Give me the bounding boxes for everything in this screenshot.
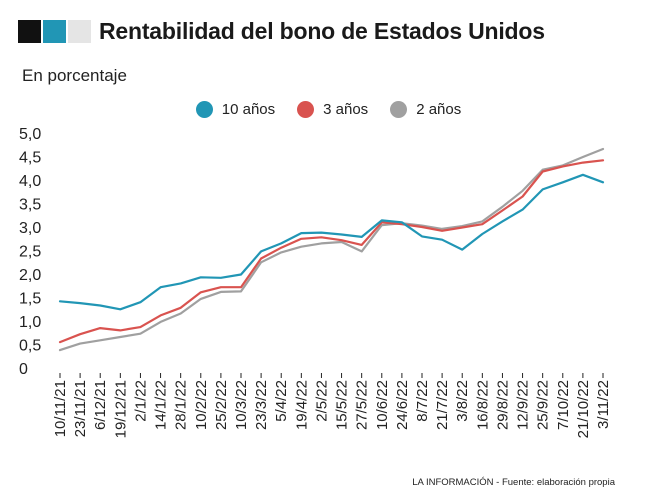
- y-tick-label: 2,5: [19, 244, 41, 261]
- x-tick-label: 16/8/22: [474, 380, 491, 430]
- y-tick-label: 0,5: [19, 338, 41, 355]
- y-tick-label: 2,0: [19, 267, 41, 284]
- y-tick-label: 5,0: [19, 126, 41, 143]
- x-tick-label: 6/12/21: [92, 380, 109, 430]
- x-tick-label: 8/7/22: [414, 380, 431, 422]
- x-tick-label: 10/3/22: [233, 380, 250, 430]
- y-axis: 0 0,5 1,0 1,5 2,0 2,5 3,0 3,5 4,0 4,5 5,0: [19, 126, 41, 378]
- x-tick-label: 10/6/22: [374, 380, 391, 430]
- chart-title: Rentabilidad del bono de Estados Unidos: [99, 17, 545, 44]
- x-tick-label: 27/5/22: [354, 380, 371, 430]
- legend-item-2-years: 2 años: [390, 101, 461, 118]
- x-tick-label: 21/10/22: [575, 380, 592, 438]
- legend-dot-10-years: [195, 101, 213, 118]
- x-tick-label: 10/2/22: [193, 380, 210, 430]
- series-lines: [58, 147, 605, 352]
- x-tick-label: 15/5/22: [334, 380, 351, 430]
- x-tick-label: 24/6/22: [394, 380, 411, 430]
- chart-header: Rentabilidad del bono de Estados Unidos: [18, 17, 545, 45]
- y-tick-label: 4,0: [19, 173, 41, 190]
- legend-item-3-years: 3 años: [297, 101, 368, 118]
- x-tick-label: 21/7/22: [434, 380, 451, 430]
- series-line-2-años: [58, 147, 605, 352]
- y-tick-label: 3,0: [19, 220, 41, 237]
- x-tick-label: 23/3/22: [253, 380, 270, 430]
- x-tick-label: 23/11/21: [72, 380, 89, 437]
- x-tick-label: 10/11/21: [52, 380, 69, 437]
- y-tick-label: 1,5: [19, 291, 41, 308]
- x-tick-label: 2/5/22: [313, 380, 330, 422]
- logo-square-black: [18, 19, 41, 43]
- x-axis: 10/11/21 23/11/21 6/12/21 19/12/21 2/1/22 14/…: [52, 373, 612, 438]
- y-tick-label: 1,0: [19, 314, 41, 331]
- logo-square-blue: [43, 19, 66, 43]
- x-tick-label: 2/1/22: [132, 380, 149, 422]
- legend-label-2-years: 2 años: [416, 101, 462, 118]
- y-tick-label: 4,5: [19, 150, 41, 167]
- x-tick-label: 3/11/22: [595, 380, 612, 429]
- x-tick-label: 19/4/22: [293, 380, 310, 430]
- chart-subtitle: En porcentaje: [22, 66, 127, 85]
- y-tick-label: 3,5: [19, 197, 41, 214]
- x-tick-label: 28/1/22: [173, 380, 190, 430]
- x-tick-label: 7/10/22: [555, 380, 572, 430]
- series-line-3-años: [58, 159, 605, 344]
- legend-item-10-years: 10 años: [195, 101, 276, 118]
- x-tick-label: 25/9/22: [535, 380, 552, 430]
- logo-square-gray: [68, 19, 91, 43]
- chart-legend: 10 años 3 años 2 años: [0, 101, 657, 118]
- x-tick-label: 25/2/22: [213, 380, 230, 430]
- legend-dot-2-years: [390, 101, 408, 118]
- x-tick-label: 3/8/22: [454, 380, 471, 422]
- y-tick-label: 0: [19, 361, 28, 378]
- x-tick-label: 5/4/22: [273, 380, 290, 422]
- x-tick-label: 19/12/21: [112, 380, 129, 438]
- legend-dot-3-years: [297, 101, 315, 118]
- x-tick-label: 12/9/22: [515, 380, 532, 430]
- x-tick-label: 14/1/22: [153, 380, 170, 430]
- legend-label-3-years: 3 años: [323, 101, 369, 118]
- x-tick-label: 29/8/22: [494, 380, 511, 430]
- series-line-10-años: [58, 173, 605, 311]
- legend-label-10-years: 10 años: [221, 101, 276, 118]
- source-note: LA INFORMACIÓN - Fuente: elaboración pro…: [412, 477, 615, 488]
